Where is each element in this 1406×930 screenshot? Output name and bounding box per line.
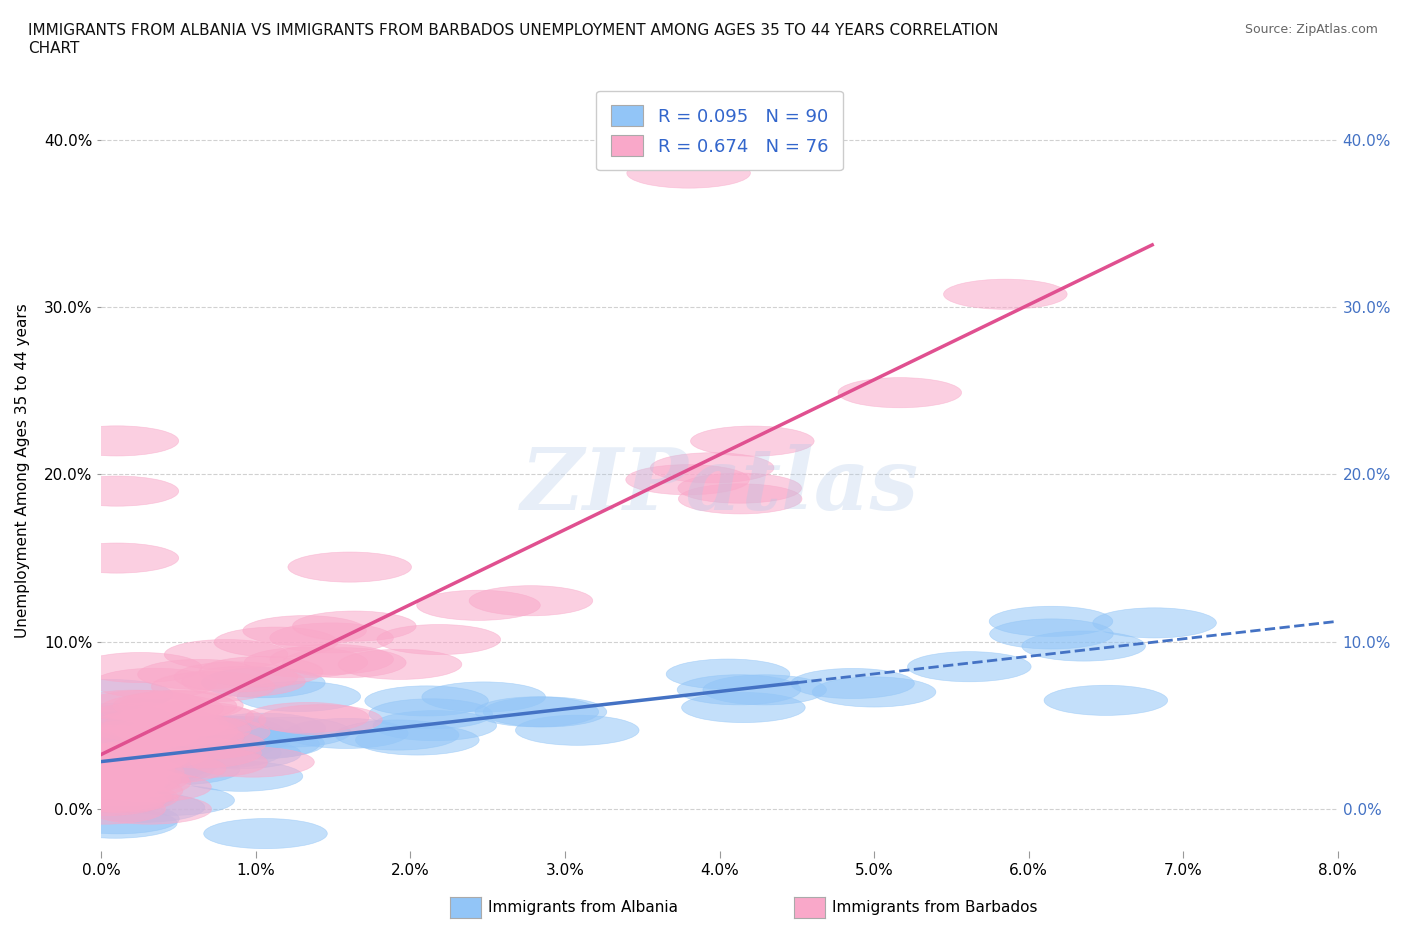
Legend: R = 0.095   N = 90, R = 0.674   N = 76: R = 0.095 N = 90, R = 0.674 N = 76 (596, 91, 842, 170)
Text: Source: ZipAtlas.com: Source: ZipAtlas.com (1244, 23, 1378, 36)
Text: Immigrants from Barbados: Immigrants from Barbados (832, 900, 1038, 915)
Y-axis label: Unemployment Among Ages 35 to 44 years: Unemployment Among Ages 35 to 44 years (15, 303, 30, 638)
Text: Immigrants from Albania: Immigrants from Albania (488, 900, 678, 915)
Text: ZIPatlas: ZIPatlas (520, 444, 918, 527)
Text: IMMIGRANTS FROM ALBANIA VS IMMIGRANTS FROM BARBADOS UNEMPLOYMENT AMONG AGES 35 T: IMMIGRANTS FROM ALBANIA VS IMMIGRANTS FR… (28, 23, 998, 56)
